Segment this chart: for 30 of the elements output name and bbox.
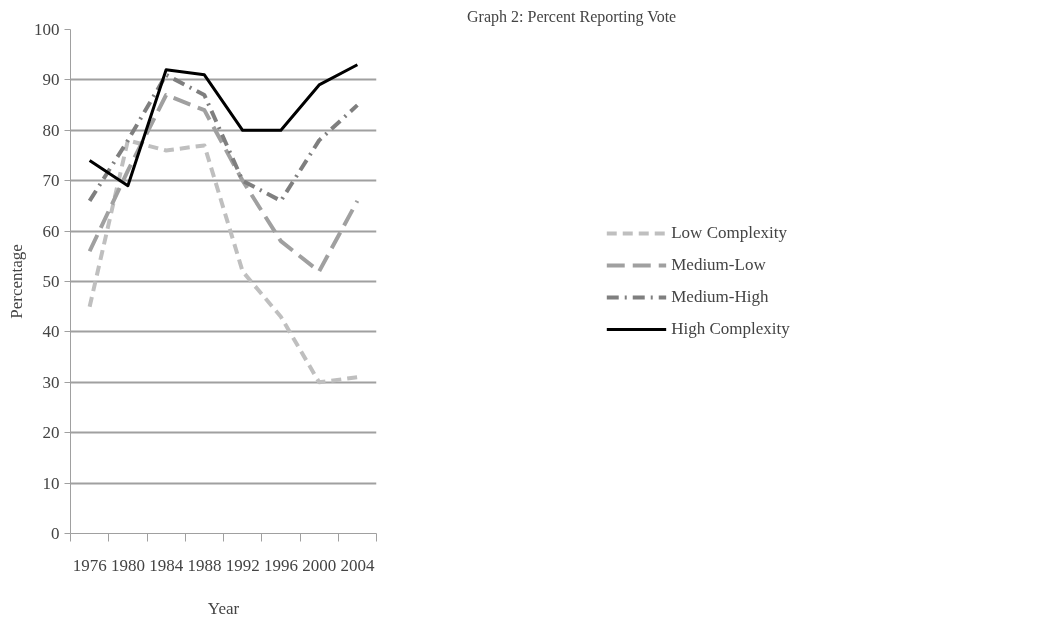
y-tick-label: 20 — [42, 423, 60, 443]
x-tick-label: 2000 — [302, 555, 337, 575]
y-tick-label: 30 — [42, 372, 60, 392]
x-axis-title: Year — [207, 598, 240, 618]
line-series — [87, 138, 360, 385]
legend-label: Low Complexity — [671, 223, 787, 243]
x-tick-label: 1976 — [72, 555, 107, 575]
x-tick-label: 1984 — [149, 555, 184, 575]
line-series — [88, 63, 359, 188]
y-tick-label: 100 — [34, 20, 60, 39]
legend-label: High Complexity — [671, 319, 790, 339]
y-tick-label: 60 — [42, 221, 60, 241]
y-tick-label: 0 — [51, 524, 60, 543]
x-tick-label: 1992 — [225, 555, 260, 575]
line-series — [87, 72, 360, 203]
x-tick-label: 2004 — [340, 555, 375, 575]
y-tick-label: 40 — [42, 322, 60, 342]
text: Graph 2: Percent Reporting Vote — [467, 7, 677, 26]
legend-label: Medium-Low — [671, 255, 766, 275]
y-axis-title: Percentage — [7, 244, 26, 319]
y-tick-label: 50 — [42, 272, 60, 291]
y-tick-label: 90 — [42, 70, 60, 90]
legend-label: Medium-High — [671, 287, 769, 307]
x-tick-label: 1996 — [263, 555, 298, 575]
x-tick-label: 1980 — [110, 555, 145, 575]
y-tick-label: 80 — [42, 120, 60, 140]
x-tick-label: 1988 — [187, 555, 222, 575]
y-tick-label: 70 — [42, 171, 60, 191]
line-series — [87, 93, 360, 274]
y-tick-label: 10 — [42, 473, 60, 493]
